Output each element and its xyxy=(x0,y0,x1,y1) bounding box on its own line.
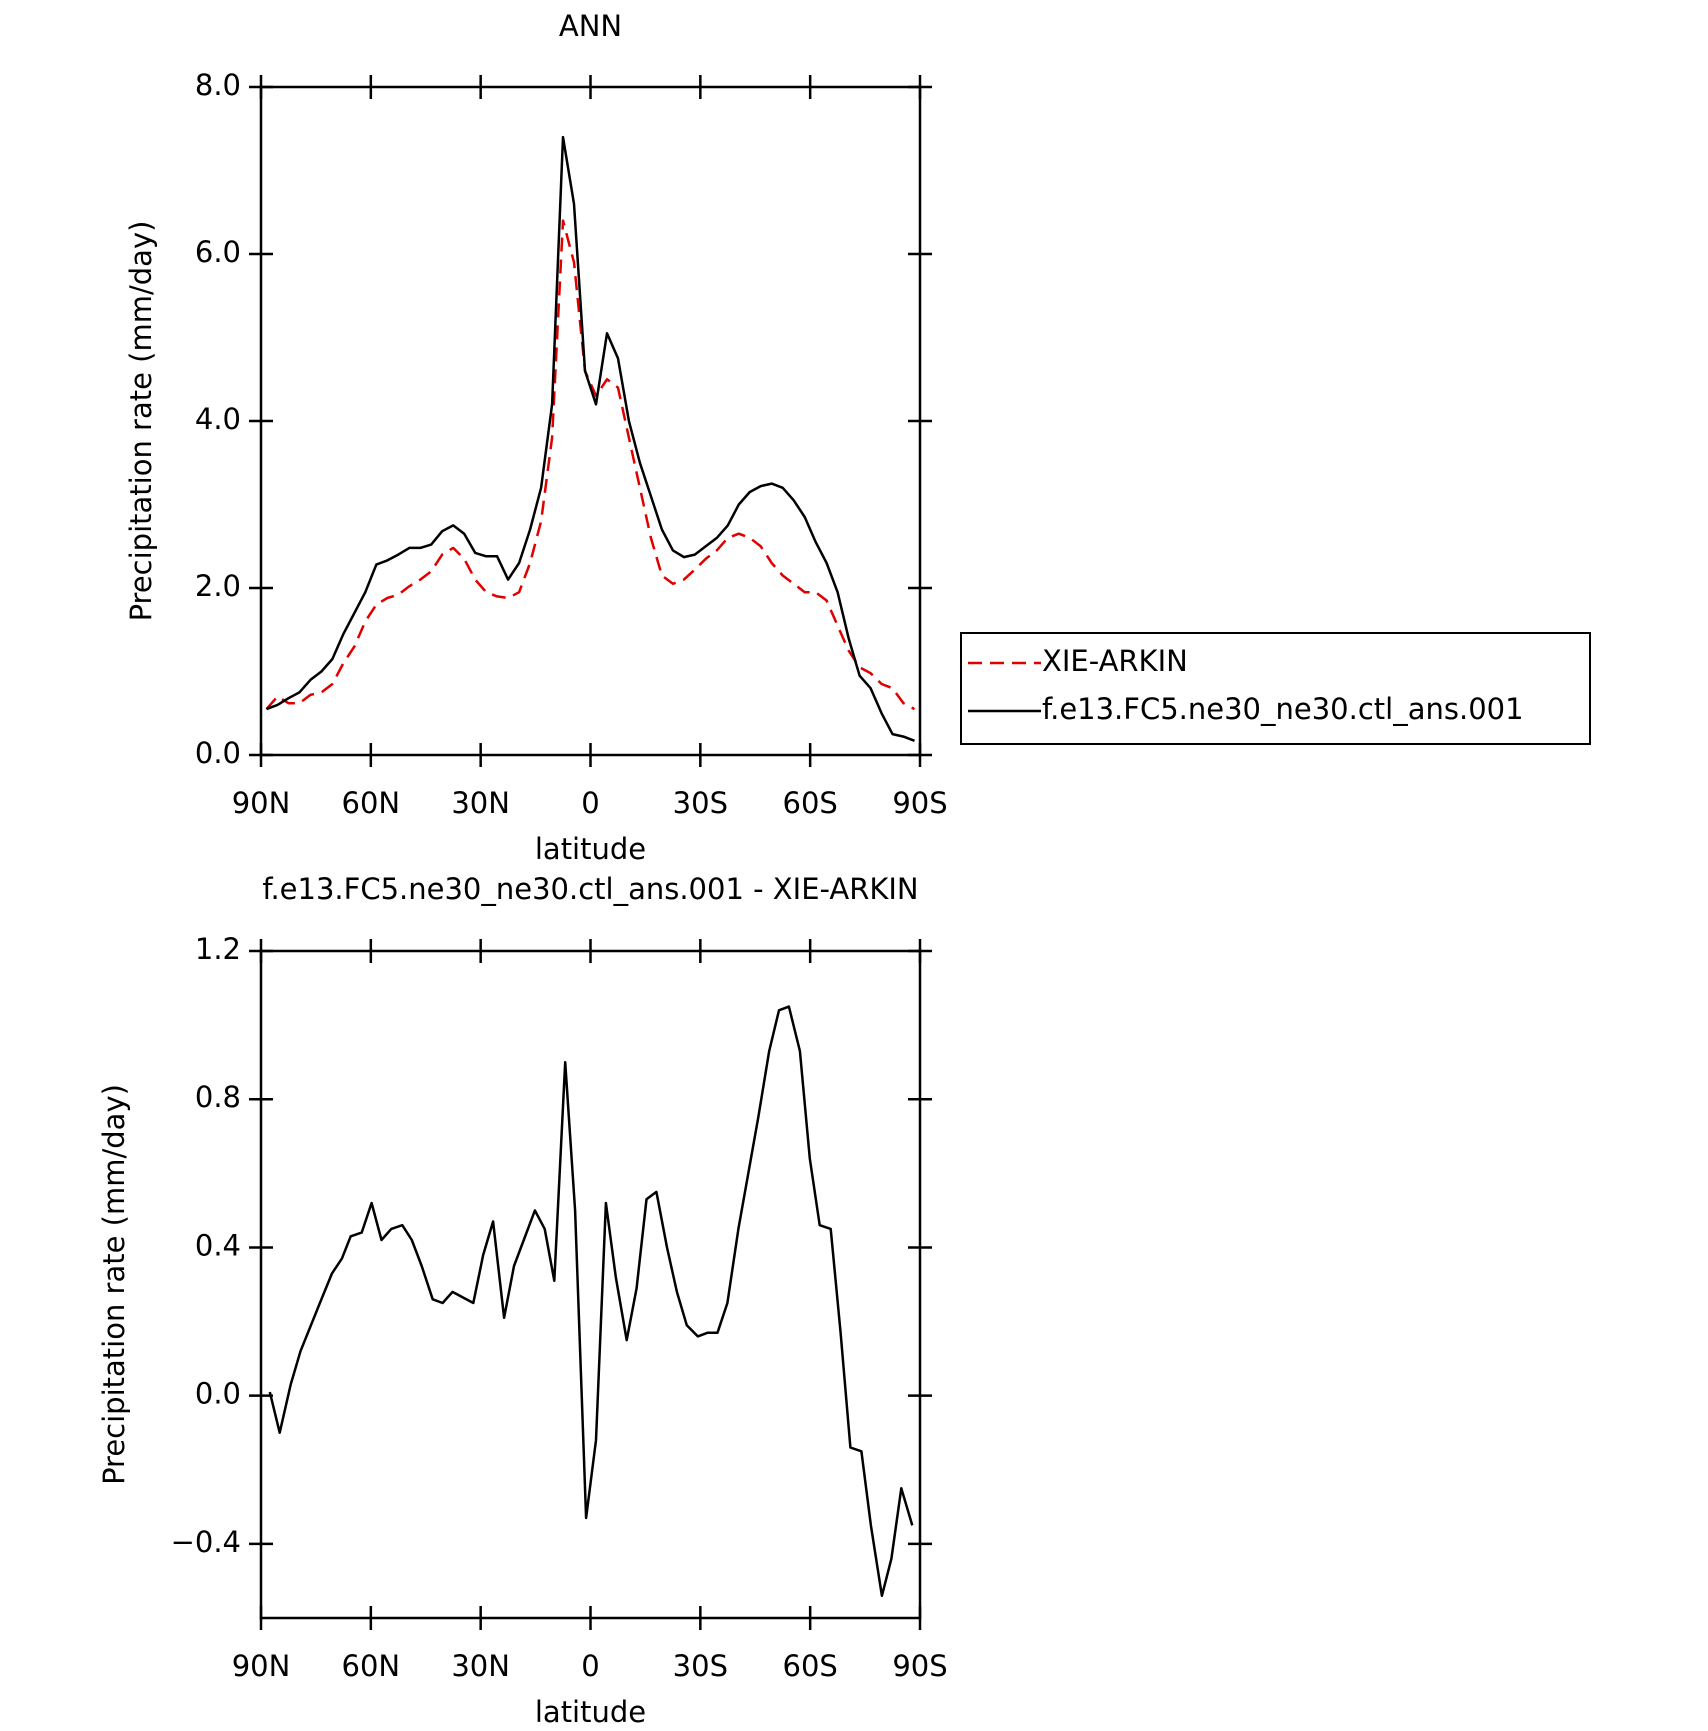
x-tick-label: 90S xyxy=(892,1649,947,1683)
y-tick-label: 1.2 xyxy=(195,932,241,966)
y-tick-label: 0.8 xyxy=(195,1080,241,1114)
plot-frame xyxy=(259,85,922,757)
x-tick-label: 90N xyxy=(232,1649,291,1683)
x-axis-label: latitude xyxy=(535,832,646,866)
y-axis-label: Precipitation rate (mm/day) xyxy=(124,221,158,622)
chart-title: ANN xyxy=(559,9,622,43)
legend-box xyxy=(960,632,1591,745)
y-tick-label: 0.0 xyxy=(195,736,241,770)
chart-title: f.e13.FC5.ne30_ne30.ctl_ans.001 - XIE-AR… xyxy=(262,872,918,906)
y-tick-label: 8.0 xyxy=(195,68,241,102)
data-line xyxy=(268,1005,914,1598)
data-line xyxy=(265,219,916,711)
y-tick-label: 4.0 xyxy=(195,402,241,436)
x-tick-label: 60S xyxy=(783,786,838,820)
x-tick-label: 90N xyxy=(232,786,291,820)
y-tick-label: 0.0 xyxy=(195,1377,241,1411)
y-tick-label: 0.4 xyxy=(195,1228,241,1262)
data-line xyxy=(266,135,915,742)
x-tick-label: 0 xyxy=(581,1649,599,1683)
y-tick-label: 2.0 xyxy=(195,569,241,603)
x-axis-label: latitude xyxy=(535,1695,646,1729)
x-tick-label: 30S xyxy=(673,786,728,820)
x-tick-label: 0 xyxy=(581,786,599,820)
x-tick-label: 30N xyxy=(451,786,510,820)
x-tick-label: 60N xyxy=(342,786,401,820)
x-tick-label: 60S xyxy=(783,1649,838,1683)
y-axis-label: Precipitation rate (mm/day) xyxy=(97,1084,131,1485)
y-tick-label: 6.0 xyxy=(195,235,241,269)
x-tick-label: 30S xyxy=(673,1649,728,1683)
x-tick-label: 30N xyxy=(451,1649,510,1683)
legend-label: XIE-ARKIN xyxy=(1042,644,1188,678)
legend-label: f.e13.FC5.ne30_ne30.ctl_ans.001 xyxy=(1042,692,1524,726)
x-tick-label: 90S xyxy=(892,786,947,820)
y-tick-label: −0.4 xyxy=(171,1525,241,1559)
plot-frame xyxy=(259,949,922,1620)
x-tick-label: 60N xyxy=(342,1649,401,1683)
